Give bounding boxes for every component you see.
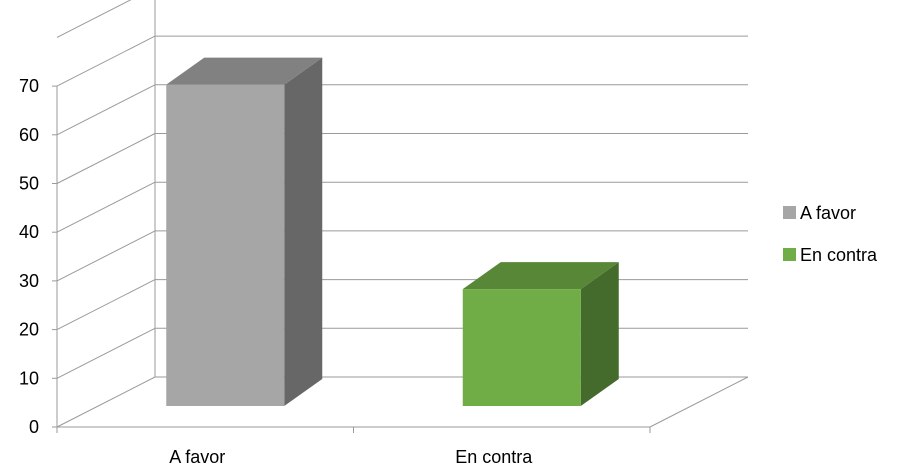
bar-side-face [580, 262, 619, 406]
legend-item-1: A favor [783, 203, 856, 223]
gridline-left-wall [56, 181, 156, 233]
gridline-left-wall [56, 133, 156, 184]
bar-top-face [462, 262, 619, 290]
bar-2 [462, 262, 619, 406]
chart-axes [56, 0, 749, 428]
y-tick-label: 30 [19, 271, 39, 291]
bar-1 [166, 57, 323, 406]
y-tick-label: 50 [19, 174, 39, 194]
y-tick-label: 40 [19, 222, 39, 242]
x-tick-label: A favor [169, 447, 225, 467]
legend-item-2: En contra [783, 245, 878, 265]
gridline-left-wall [56, 84, 156, 136]
y-axis-ticks: 0 10 20 30 40 50 60 70 [19, 76, 57, 437]
bars [166, 57, 619, 406]
y-tick-label: 20 [19, 320, 39, 340]
y-tick-label: 60 [19, 125, 39, 145]
bar-side-face [284, 57, 323, 406]
legend-label: En contra [800, 245, 878, 265]
x-axis-ticks: A favor En contra [56, 427, 651, 467]
gridline-left-wall [56, 279, 156, 331]
y-tick-label: 10 [19, 368, 39, 388]
gridline-left-wall [56, 327, 156, 379]
y-tick-label: 0 [29, 417, 39, 437]
gridline-left-wall [56, 230, 156, 282]
bar-top-face [166, 57, 323, 85]
legend-swatch [783, 206, 796, 219]
legend-swatch [783, 248, 796, 261]
x-tick-label: En contra [455, 447, 533, 467]
gridline-left-wall [56, 376, 156, 428]
gridline-left-wall [56, 0, 132, 38]
gridlines [56, 0, 748, 428]
y-tick-label: 70 [19, 76, 39, 96]
gridline-left-wall [56, 35, 156, 87]
legend-label: A favor [800, 203, 856, 223]
floor-right-edge [649, 376, 749, 428]
bar-front-face [462, 289, 581, 406]
legend: A favor En contra [783, 203, 878, 265]
bar-front-face [166, 84, 285, 406]
